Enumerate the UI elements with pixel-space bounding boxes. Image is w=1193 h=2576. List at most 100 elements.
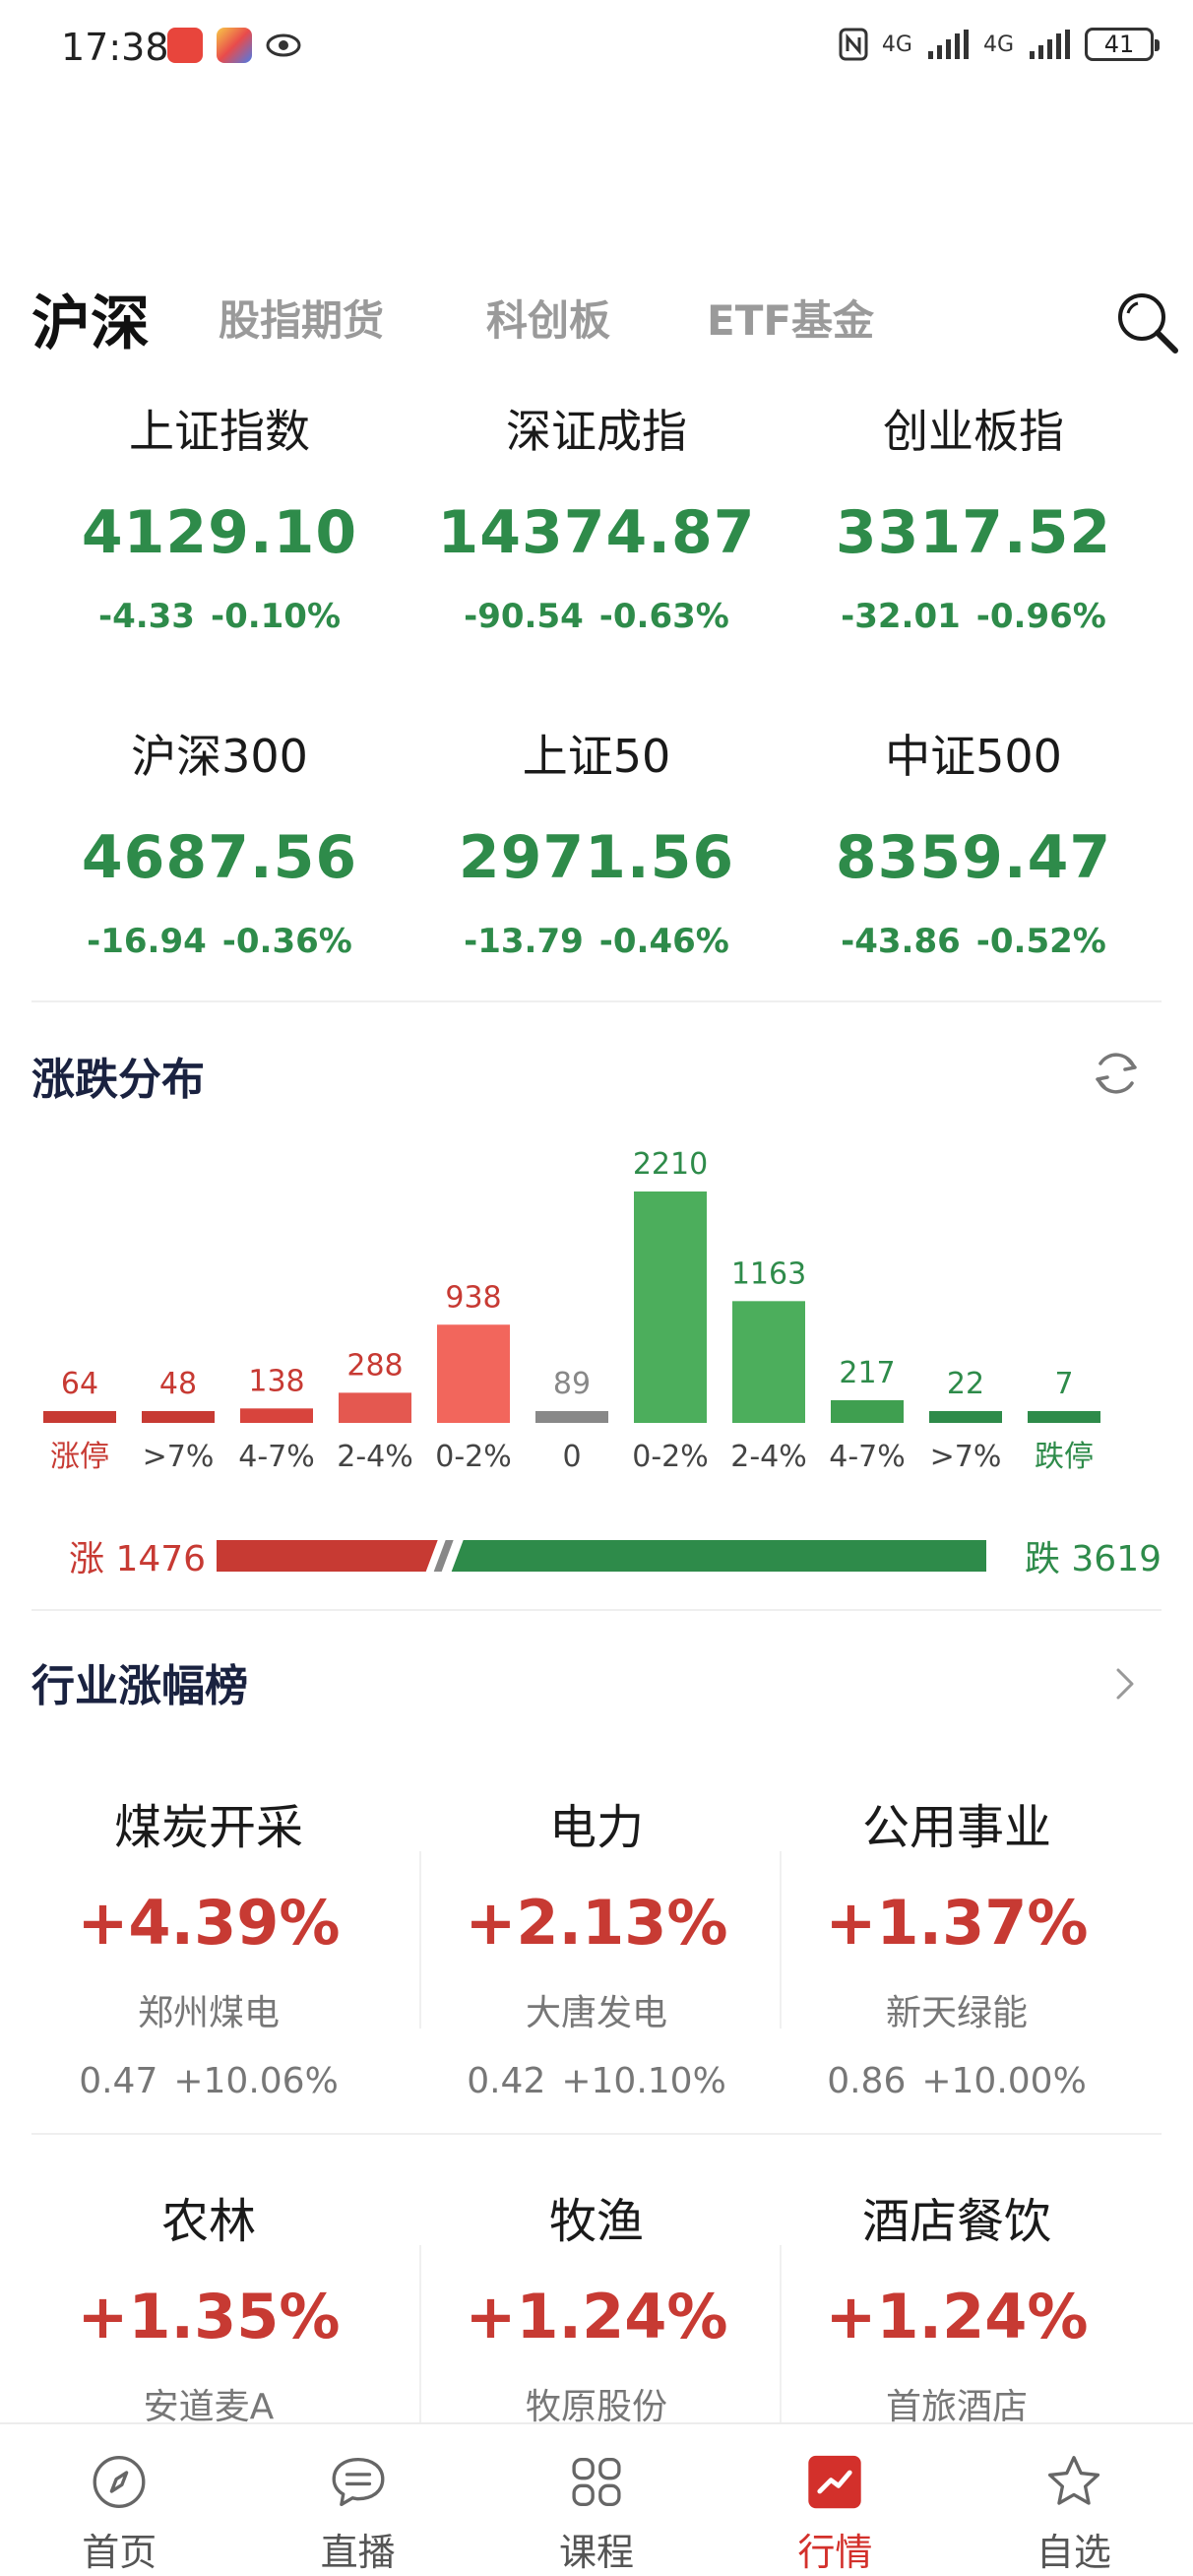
- distribution-value-label: 48: [159, 1367, 197, 1401]
- index-card-csi300[interactable]: 沪深300 4687.56 -16.94 -0.36%: [31, 709, 408, 961]
- index-change: -4.33 -0.10%: [97, 597, 342, 636]
- nav-course[interactable]: 课程: [477, 2424, 716, 2576]
- tab-etf-fund[interactable]: ETF基金: [707, 296, 875, 345]
- index-value: 14374.87: [437, 498, 756, 567]
- star-icon: [1047, 2456, 1099, 2505]
- distribution-category-label: 0-2%: [435, 1440, 512, 1474]
- industry-card[interactable]: 酒店餐饮 +1.24% 首旅酒店: [780, 2166, 1134, 2429]
- index-card-csi500[interactable]: 中证500 8359.47 -43.86 -0.52%: [785, 709, 1162, 961]
- distribution-value-label: 138: [248, 1364, 304, 1398]
- bottom-nav: 首页 直播 课程 行情 自选: [0, 2422, 1193, 2576]
- distribution-value-label: 1163: [731, 1256, 806, 1291]
- industry-card[interactable]: 煤炭开采 +4.39% 郑州煤电 0.47 +10.06%: [31, 1772, 386, 2101]
- column-separator: [780, 1851, 782, 2029]
- index-name: 中证500: [885, 730, 1062, 783]
- index-name: 上证50: [522, 730, 671, 783]
- distribution-category-label: 跌停: [1035, 1440, 1094, 1474]
- signal-icon-2: [1030, 30, 1070, 59]
- status-app-icons: [167, 28, 301, 63]
- index-card-chinext[interactable]: 创业板指 3317.52 -32.01 -0.96%: [785, 384, 1162, 636]
- distribution-category-label: >7%: [930, 1440, 1002, 1474]
- leading-stock: 新天绿能: [885, 1993, 1028, 2033]
- industry-title: 行业涨幅榜: [31, 1661, 248, 1711]
- market-chart-icon: [808, 2455, 862, 2509]
- index-change: -90.54 -0.63%: [464, 597, 729, 636]
- index-name: 沪深300: [131, 730, 308, 783]
- nav-market[interactable]: 行情: [716, 2424, 954, 2576]
- shopping-app-icon: [167, 28, 203, 63]
- index-card-szse[interactable]: 深证成指 14374.87 -90.54 -0.63%: [408, 384, 785, 636]
- leading-stock: 牧原股份: [525, 2387, 667, 2427]
- tab-index-futures[interactable]: 股指期货: [219, 296, 385, 345]
- leading-stock: 安道麦A: [143, 2387, 275, 2427]
- rise-segment: [217, 1540, 438, 1572]
- flat-segment: [433, 1540, 454, 1572]
- industry-card[interactable]: 公用事业 +1.37% 新天绿能 0.86 +10.00%: [780, 1772, 1134, 2101]
- distribution-title: 涨跌分布: [31, 1055, 205, 1105]
- nfc-icon: [839, 28, 868, 61]
- nav-watchlist[interactable]: 自选: [955, 2424, 1193, 2576]
- distribution-bar: [732, 1301, 805, 1423]
- index-name: 深证成指: [506, 405, 687, 458]
- network-label-2: 4G: [982, 32, 1014, 57]
- distribution-bar: [634, 1191, 707, 1423]
- leading-stock: 大唐发电: [525, 1993, 667, 2033]
- industry-pct: +2.13%: [465, 1887, 728, 1959]
- industry-card[interactable]: 牧渔 +1.24% 牧原股份: [419, 2166, 774, 2429]
- index-change: -43.86 -0.52%: [841, 922, 1106, 961]
- index-row: 上证指数 4129.10 -4.33 -0.10% 深证成指 14374.87 -…: [31, 384, 1162, 709]
- search-icon[interactable]: [1112, 288, 1181, 356]
- cartoon-app-icon: [217, 28, 252, 63]
- industry-name: 煤炭开采: [113, 1800, 303, 1855]
- index-value: 2971.56: [458, 823, 735, 892]
- divider: [31, 1000, 1162, 1002]
- distribution-bar: [142, 1411, 215, 1423]
- chevron-right-icon[interactable]: [1104, 1664, 1144, 1704]
- index-card-sse50[interactable]: 上证50 2971.56 -13.79 -0.46%: [408, 709, 785, 961]
- rise-count-label: 涨 1476: [69, 1539, 207, 1579]
- rise-fall-bar: [217, 1540, 986, 1572]
- refresh-icon[interactable]: [1089, 1046, 1144, 1101]
- distribution-category-label: 涨停: [50, 1440, 109, 1474]
- index-value: 4129.10: [81, 498, 358, 567]
- distribution-value-label: 217: [839, 1356, 895, 1390]
- industry-name: 农林: [160, 2194, 256, 2249]
- tab-star-market[interactable]: 科创板: [486, 296, 611, 345]
- industry-card[interactable]: 电力 +2.13% 大唐发电 0.42 +10.10%: [419, 1772, 774, 2101]
- distribution-category-label: 4-7%: [238, 1440, 315, 1474]
- nav-home[interactable]: 首页: [0, 2424, 238, 2576]
- industry-card[interactable]: 农林 +1.35% 安道麦A: [31, 2166, 386, 2429]
- nav-label: 自选: [1036, 2531, 1111, 2574]
- nav-live[interactable]: 直播: [238, 2424, 476, 2576]
- nav-label: 课程: [559, 2531, 635, 2574]
- index-name: 创业板指: [883, 405, 1064, 458]
- distribution-value-label: 22: [947, 1367, 984, 1401]
- battery-icon: 41: [1085, 28, 1160, 61]
- distribution-bar: [535, 1411, 608, 1423]
- distribution-value-label: 938: [445, 1280, 501, 1315]
- chat-bubble-icon: [332, 2457, 385, 2507]
- distribution-value-label: 64: [61, 1367, 98, 1401]
- distribution-bar: [929, 1411, 1002, 1423]
- industry-name: 电力: [548, 1800, 644, 1855]
- distribution-bar: [831, 1399, 904, 1423]
- distribution-bar: [240, 1408, 313, 1423]
- index-change: -16.94 -0.36%: [87, 922, 352, 961]
- industry-name: 公用事业: [861, 1800, 1051, 1855]
- industry-pct: +4.39%: [77, 1887, 341, 1959]
- index-value: 3317.52: [835, 498, 1112, 567]
- status-indicators: 4G 4G 41: [839, 28, 1160, 61]
- tab-hushen[interactable]: 沪深: [31, 290, 150, 358]
- index-card-sse[interactable]: 上证指数 4129.10 -4.33 -0.10%: [31, 384, 408, 636]
- compass-icon: [93, 2456, 146, 2508]
- leading-stock-quote: 0.42 +10.10%: [467, 2061, 726, 2101]
- index-value: 8359.47: [835, 823, 1112, 892]
- distribution-category-label: 2-4%: [337, 1440, 413, 1474]
- index-value: 4687.56: [81, 823, 358, 892]
- distribution-value-label: 288: [346, 1348, 403, 1383]
- distribution-value-label: 89: [553, 1367, 591, 1401]
- index-grid: 上证指数 4129.10 -4.33 -0.10% 深证成指 14374.87 -…: [31, 384, 1162, 1034]
- status-bar: 17:38 4G 4G 41: [0, 0, 1193, 98]
- signal-icon: [927, 30, 969, 59]
- grid-clover-icon: [572, 2457, 621, 2507]
